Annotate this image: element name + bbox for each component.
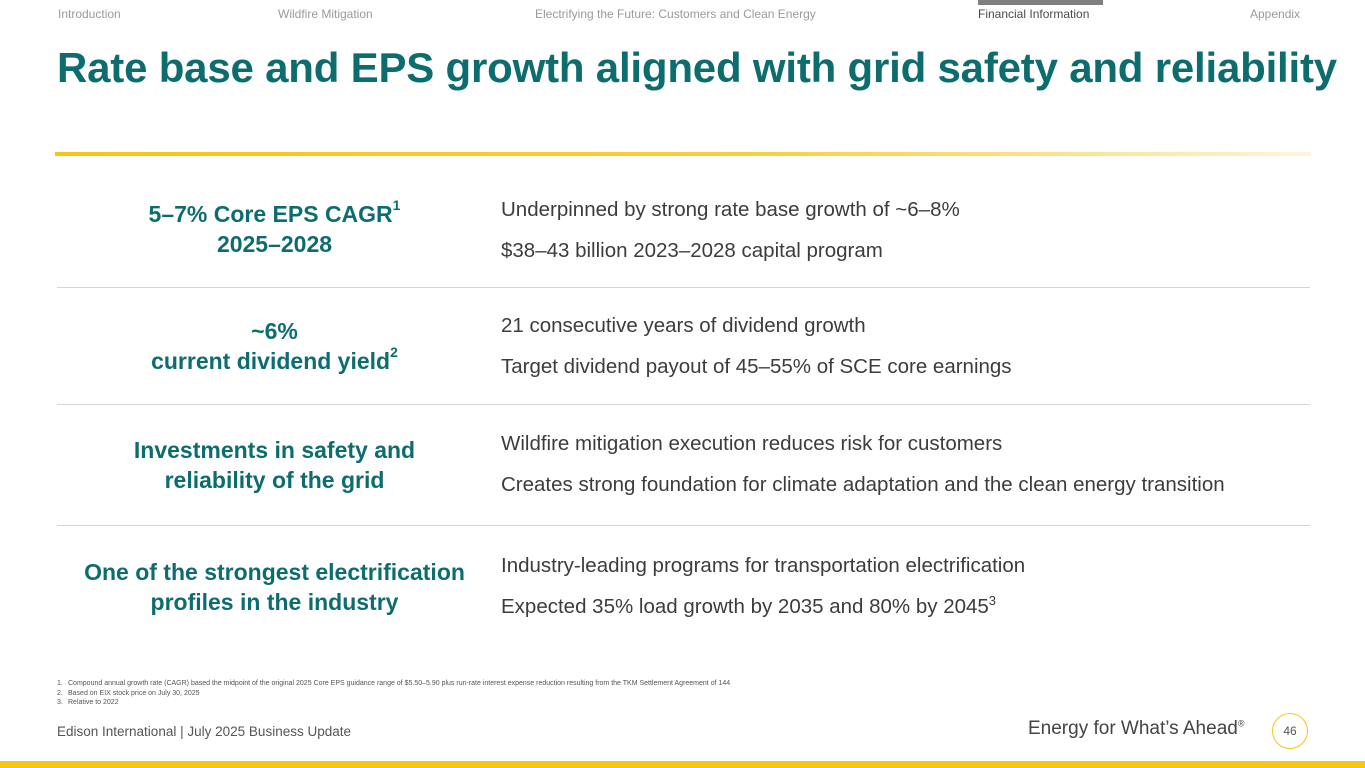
footnote: 1. Compound annual growth rate (CAGR) bas… — [57, 680, 731, 687]
row-divider — [57, 404, 1310, 405]
footnote: 2. Based on EIX stock price on July 30, 2… — [57, 689, 200, 697]
page-number: 46 — [1283, 724, 1297, 738]
row-3-heading: Investments in safety and reliability of… — [57, 435, 492, 495]
bottom-accent-bar — [0, 761, 1365, 768]
footer-separator: | — [180, 724, 184, 739]
row-4-heading-line-2: profiles in the industry — [150, 589, 399, 615]
row-1-details: Underpinned by strong rate base growth o… — [501, 196, 1321, 278]
row-4-detail-1: Industry-leading programs for transporta… — [501, 554, 1026, 577]
nav-item-introduction[interactable]: Introduction — [58, 7, 121, 21]
row-1-heading-line-1: 5–7% Core EPS CAGR — [148, 201, 393, 227]
row-divider — [57, 525, 1310, 526]
section-nav: Introduction Wildfire Mitigation Electri… — [0, 0, 1365, 30]
row-4-heading-line-1: One of the strongest electrification — [84, 559, 465, 585]
row-2-heading-line-1: ~6% — [251, 318, 298, 344]
row-2-detail-2: Target dividend payout of 45–55% of SCE … — [501, 355, 1012, 378]
footer-event: July 2025 Business Update — [187, 724, 351, 739]
page-title: Rate base and EPS growth aligned with gr… — [57, 44, 1337, 91]
nav-item-appendix[interactable]: Appendix — [1250, 7, 1301, 21]
footer-company: Edison International — [57, 724, 177, 739]
row-3-heading-line-2: reliability of the grid — [164, 467, 385, 493]
page-number-badge: 46 — [1272, 713, 1308, 749]
footnotes: 1. Compound annual growth rate (CAGR) bas… — [57, 679, 730, 708]
active-section-indicator — [978, 0, 1103, 5]
row-2-detail-1: 21 consecutive years of dividend growth — [501, 314, 866, 337]
row-4-detail-2: Expected 35% load growth by 2035 and 80%… — [501, 595, 989, 618]
nav-item-electrifying-the-future[interactable]: Electrifying the Future: Customers and C… — [535, 7, 816, 21]
row-3-heading-line-1: Investments in safety and — [133, 437, 416, 463]
row-3-detail-2: Creates strong foundation for climate ad… — [501, 473, 1225, 496]
row-2-details: 21 consecutive years of dividend growth … — [501, 312, 1321, 394]
footnote-ref-1: 1 — [392, 197, 401, 214]
row-3-details: Wildfire mitigation execution reduces ri… — [501, 430, 1321, 512]
footnote-ref-2: 2 — [390, 344, 398, 361]
brand-tagline: Energy for What’s Ahead® — [1028, 718, 1245, 739]
row-3-detail-1: Wildfire mitigation execution reduces ri… — [501, 432, 1003, 455]
row-1-heading: 5–7% Core EPS CAGR1 2025–2028 — [57, 197, 492, 259]
title-underline — [55, 152, 1311, 156]
row-divider — [57, 287, 1310, 288]
row-2-heading: ~6% current dividend yield2 — [57, 316, 492, 376]
registered-mark: ® — [1237, 718, 1245, 729]
row-4-details: Industry-leading programs for transporta… — [501, 552, 1321, 634]
footnote-ref-3: 3 — [988, 593, 997, 609]
row-2-heading-line-2: current dividend yield — [151, 348, 391, 374]
row-1-heading-line-2: 2025–2028 — [216, 231, 333, 257]
footer-source: Edison International | July 2025 Busines… — [57, 724, 351, 739]
row-1-detail-1: Underpinned by strong rate base growth o… — [501, 198, 960, 221]
nav-item-wildfire-mitigation[interactable]: Wildfire Mitigation — [278, 7, 373, 21]
row-1-detail-2: $38–43 billion 2023–2028 capital program — [501, 239, 883, 262]
footnote: 3. Relative to 2022 — [57, 699, 119, 706]
row-4-heading: One of the strongest electrification pro… — [57, 557, 492, 617]
nav-item-financial-information[interactable]: Financial Information — [978, 7, 1090, 21]
